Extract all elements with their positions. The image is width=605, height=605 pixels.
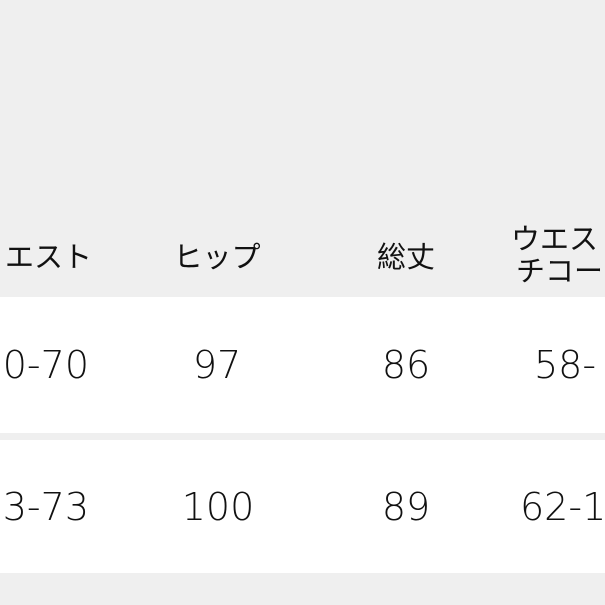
cell-waist: 0-70 [2,343,89,387]
cell-hip: 100 [181,485,255,529]
cell-length: 89 [381,485,431,529]
cell-waist-adjust: 62-1 [520,485,605,529]
header-hip: ヒップ [173,240,261,274]
header-waist-adjust-line1: ウエス [511,222,599,256]
cell-waist-adjust: 58- [534,343,597,387]
header-waist-adjust: ウエス チコー [506,223,603,287]
cell-waist: 3-73 [2,485,89,529]
cell-length: 86 [381,343,431,387]
header-waist-adjust-line2: チコー [516,254,604,288]
header-waist: エスト [4,240,92,274]
table-row: 0-70 97 86 58- [0,297,605,433]
cell-hip: 97 [192,343,242,387]
table-row: 3-73 100 89 62-1 [0,440,605,573]
header-length: 総丈 [376,240,436,274]
